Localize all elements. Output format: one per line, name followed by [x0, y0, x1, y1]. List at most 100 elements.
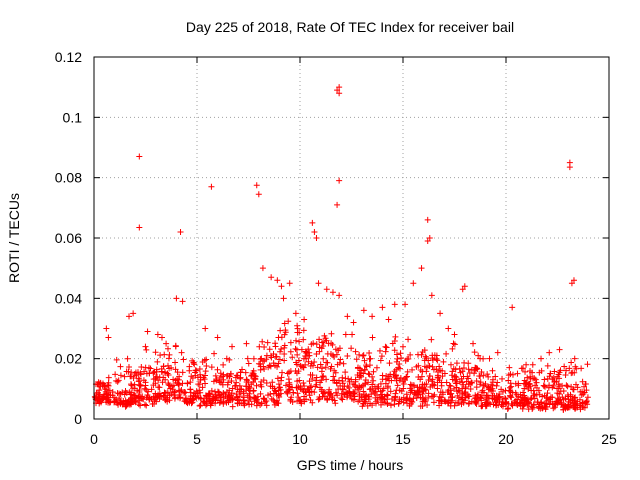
- data-point: [137, 381, 144, 388]
- data-point: [190, 390, 197, 397]
- data-point: [225, 379, 232, 386]
- data-point: [450, 340, 457, 347]
- data-point: [229, 403, 236, 410]
- data-point: [458, 375, 465, 382]
- data-point: [189, 395, 196, 402]
- data-point: [538, 367, 545, 374]
- data-point: [96, 392, 103, 399]
- data-point: [308, 360, 315, 367]
- data-point: [352, 376, 359, 383]
- data-point: [394, 355, 401, 362]
- data-point: [117, 363, 124, 370]
- data-point: [214, 388, 221, 395]
- data-point: [378, 353, 385, 360]
- data-point: [300, 379, 307, 386]
- data-point: [437, 310, 444, 317]
- data-point: [356, 369, 363, 376]
- data-point: [152, 349, 159, 356]
- data-point: [430, 366, 437, 373]
- data-point: [573, 381, 580, 388]
- data-point: [115, 401, 122, 408]
- data-point: [135, 394, 142, 401]
- data-point: [360, 388, 367, 395]
- data-point: [385, 316, 392, 323]
- data-point: [530, 387, 537, 394]
- data-point: [447, 361, 454, 368]
- data-point: [359, 352, 366, 359]
- data-point: [183, 399, 190, 406]
- data-point: [167, 385, 174, 392]
- data-point: [568, 359, 575, 366]
- data-point: [94, 397, 101, 404]
- data-point: [566, 164, 573, 171]
- data-point: [190, 359, 197, 366]
- data-point: [148, 386, 155, 393]
- data-point: [404, 368, 411, 375]
- data-point: [323, 376, 330, 383]
- data-point: [391, 368, 398, 375]
- data-point: [281, 357, 288, 364]
- data-point: [470, 340, 477, 347]
- data-point: [363, 363, 370, 370]
- data-point: [254, 393, 261, 400]
- data-point: [578, 391, 585, 398]
- data-point: [313, 235, 320, 241]
- data-point: [444, 400, 451, 407]
- data-point: [309, 219, 316, 226]
- data-point: [421, 398, 428, 405]
- data-point: [323, 286, 330, 293]
- data-point: [382, 343, 389, 350]
- data-point: [328, 330, 335, 337]
- data-point: [121, 373, 128, 380]
- data-point: [498, 386, 505, 393]
- data-point: [301, 316, 308, 323]
- data-point: [441, 370, 448, 377]
- data-point: [351, 389, 358, 396]
- data-point: [366, 386, 373, 393]
- data-point: [360, 307, 367, 314]
- data-point: [415, 389, 422, 396]
- data-point: [433, 355, 440, 362]
- data-point: [101, 385, 108, 392]
- data-point: [336, 90, 343, 97]
- data-point: [336, 359, 343, 366]
- data-point: [426, 373, 433, 380]
- data-point: [278, 345, 285, 352]
- data-point: [293, 384, 300, 391]
- data-point: [175, 381, 182, 388]
- data-point: [454, 392, 461, 399]
- data-point: [281, 350, 288, 357]
- data-point: [438, 382, 445, 389]
- data-point: [153, 366, 160, 373]
- data-point: [422, 386, 429, 393]
- data-point: [174, 369, 181, 376]
- data-point: [418, 351, 425, 358]
- data-point: [306, 392, 313, 399]
- data-point: [209, 395, 216, 402]
- data-point: [349, 331, 356, 338]
- data-point: [365, 393, 372, 400]
- data-point: [429, 378, 436, 385]
- data-point: [332, 346, 339, 353]
- data-point: [371, 383, 378, 390]
- data-point: [132, 398, 139, 405]
- data-point: [261, 366, 268, 373]
- data-point: [531, 395, 538, 402]
- data-point: [352, 348, 359, 355]
- data-point: [325, 340, 332, 347]
- data-point: [217, 370, 224, 377]
- data-point: [362, 396, 369, 403]
- y-tick-label: 0.12: [55, 49, 82, 65]
- data-point: [400, 381, 407, 388]
- data-point: [329, 289, 336, 296]
- data-point: [348, 345, 355, 352]
- data-point: [360, 370, 367, 377]
- data-point: [279, 369, 286, 376]
- data-point: [566, 365, 573, 372]
- data-point: [172, 359, 179, 366]
- data-point: [117, 397, 124, 404]
- data-point: [298, 398, 305, 405]
- data-point: [397, 350, 404, 357]
- data-point: [529, 361, 536, 368]
